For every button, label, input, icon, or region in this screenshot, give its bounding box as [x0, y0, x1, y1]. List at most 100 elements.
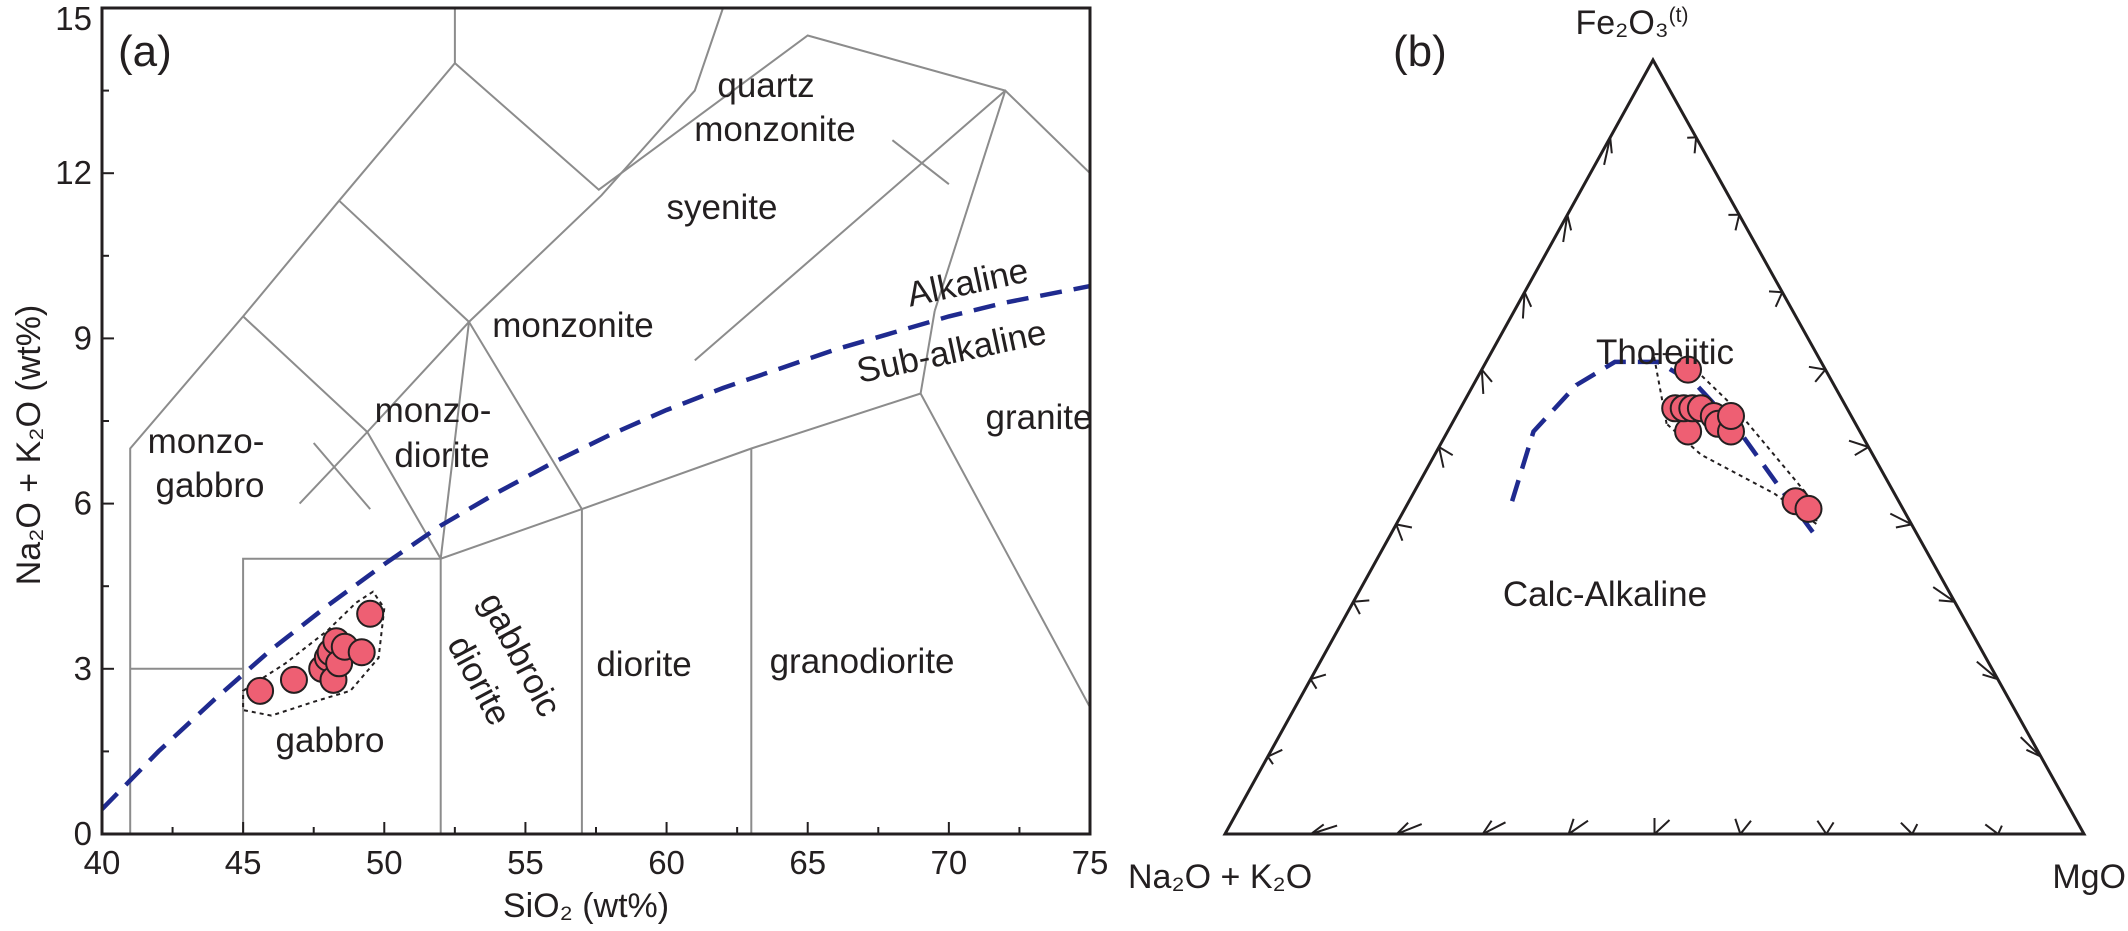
apex-label-top: Fe₂O₃(t) [1576, 4, 1689, 42]
ternary-tick-barb [1848, 439, 1869, 448]
ternary-tick-mark [1353, 599, 1370, 603]
ternary-tick-barb [1396, 823, 1423, 835]
field-boundary-line [298, 431, 369, 505]
field-boundary-line [933, 90, 1007, 312]
ternary-tick-barb [1395, 524, 1404, 542]
field-label-alkaline: Alkaline [904, 251, 1032, 315]
x-tick-label: 40 [84, 844, 121, 881]
sample-point [1717, 402, 1745, 430]
panel-label-b: (b) [1393, 27, 1447, 76]
y-tick-label: 6 [74, 485, 92, 522]
field-boundary-line [891, 139, 950, 185]
x-tick-label: 75 [1072, 844, 1109, 881]
sample-point [246, 676, 275, 705]
ternary-tick-mark [1816, 820, 1828, 835]
plot-frame [100, 6, 1092, 836]
field-boundaries [129, 7, 1091, 834]
ternary-tick-mark [1854, 446, 1870, 457]
field-label-syenite: syenite [667, 188, 778, 227]
ternary-tick-barb [1932, 586, 1956, 603]
ternary-tick-barb [1521, 292, 1526, 319]
field-boundary-line [338, 199, 470, 323]
x-tick-label: 65 [789, 844, 826, 881]
y-tick-label: 3 [74, 650, 92, 687]
sample-point [1674, 355, 1702, 384]
tas-diagram-panel: 40 45 50 55 60 65 70 75 0 3 6 9 12 15 (a) quartz mon… [10, 0, 1108, 925]
sample-point [1794, 494, 1823, 523]
x-tick-label: 50 [366, 844, 403, 881]
ternary-tick-barb [1911, 823, 1919, 835]
x-tick-label: 45 [225, 844, 262, 881]
ternary-tick-barb [1438, 446, 1445, 468]
field-boundary-line [312, 442, 371, 510]
x-axis-title: SiO₂ (wt%) [503, 887, 669, 925]
field-label-diorite: diorite [596, 645, 691, 684]
ternary-triangle [1222, 56, 2087, 836]
field-label-granodiorite: granodiorite [770, 642, 955, 681]
alkaline-subalkaline-boundary [100, 283, 1091, 811]
apex-label-right: MgO [2052, 858, 2126, 896]
field-label-gabbro: gabbro [276, 721, 385, 760]
field-label-monzogabbro-1: monzo- [148, 422, 265, 461]
field-label-monzogabbro-2: gabbro [156, 466, 265, 505]
sample-points [1661, 355, 1823, 523]
x-axis-ticks: 40 45 50 55 60 65 70 75 [84, 822, 1109, 881]
ternary-tick-barb [1825, 821, 1835, 835]
field-label-monzodiorite-2: diorite [394, 436, 489, 475]
field-label-monzonite: monzonite [492, 306, 653, 345]
ternary-tick-barb [1976, 660, 1999, 680]
y-axis-title: Na₂O + K₂O (wt%) [10, 305, 48, 586]
ternary-tick-barb [1653, 819, 1671, 835]
apex-label-left: Na₂O + K₂O [1128, 858, 1312, 896]
ternary-tick-mark [1523, 291, 1533, 308]
sample-points [246, 599, 385, 705]
ternary-tick-mark [1814, 368, 1827, 383]
y-tick-label: 9 [74, 319, 92, 356]
ternary-tick-barb [1889, 512, 1913, 526]
x-tick-label: 60 [648, 844, 685, 881]
field-label-quartz-monzonite: monzonite [694, 110, 855, 149]
ternary-tick-barb [1480, 369, 1485, 394]
field-label-granite: granite [985, 398, 1092, 437]
field-label-quartz: quartz [717, 66, 814, 105]
ternary-tick-barb [1739, 820, 1752, 835]
x-tick-label: 70 [930, 844, 967, 881]
field-label-calc-alkaline: Calc-Alkaline [1503, 575, 1707, 614]
ternary-tick-mark [1895, 523, 1912, 529]
field-label-monzodiorite-1: monzo- [375, 391, 492, 430]
ternary-tick-mark [1734, 214, 1741, 231]
ternary-tick-barb [1768, 290, 1783, 294]
ternary-tick-mark [1774, 291, 1784, 308]
ternary-tick-barb [1562, 214, 1569, 243]
y-tick-label: 0 [74, 815, 92, 852]
y-axis-ticks: 0 3 6 9 12 15 [55, 0, 114, 852]
ternary-tick-barb [1568, 819, 1589, 835]
field-label-sub-alkaline: Sub-alkaline [853, 313, 1050, 391]
tholeiitic-calc-alkaline-boundary [1509, 359, 1815, 534]
afm-ternary-panel: (b) Fe₂O₃(t) Na₂O + K₂O MgO Tholeiitic C… [1128, 4, 2126, 896]
ternary-tick-barb [1352, 601, 1361, 615]
ternary-tick-mark [1396, 523, 1413, 529]
ternary-tick-mark [1900, 821, 1913, 835]
panel-label-a: (a) [118, 27, 172, 76]
y-tick-label: 15 [55, 0, 92, 37]
sample-point [356, 599, 385, 628]
field-boundary-line [454, 34, 1006, 191]
y-tick-label: 12 [55, 154, 92, 191]
sample-point [1674, 417, 1703, 446]
ternary-tick-barb [1309, 678, 1318, 690]
sample-point [279, 665, 308, 694]
field-boundary-line [919, 310, 936, 394]
field-boundary-line [129, 8, 456, 834]
triangle-tick-marks [1266, 136, 2042, 835]
ternary-tick-barb [1808, 365, 1826, 371]
sample-outline [1652, 353, 1819, 527]
x-tick-label: 55 [507, 844, 544, 881]
ternary-tick-mark [1734, 818, 1742, 835]
sample-point [347, 638, 376, 667]
field-label-tholeiitic: Tholeiitic [1596, 333, 1734, 372]
sample-outline [242, 590, 386, 717]
ternary-tick-barb [1482, 821, 1506, 835]
field-boundary-line [439, 7, 724, 834]
